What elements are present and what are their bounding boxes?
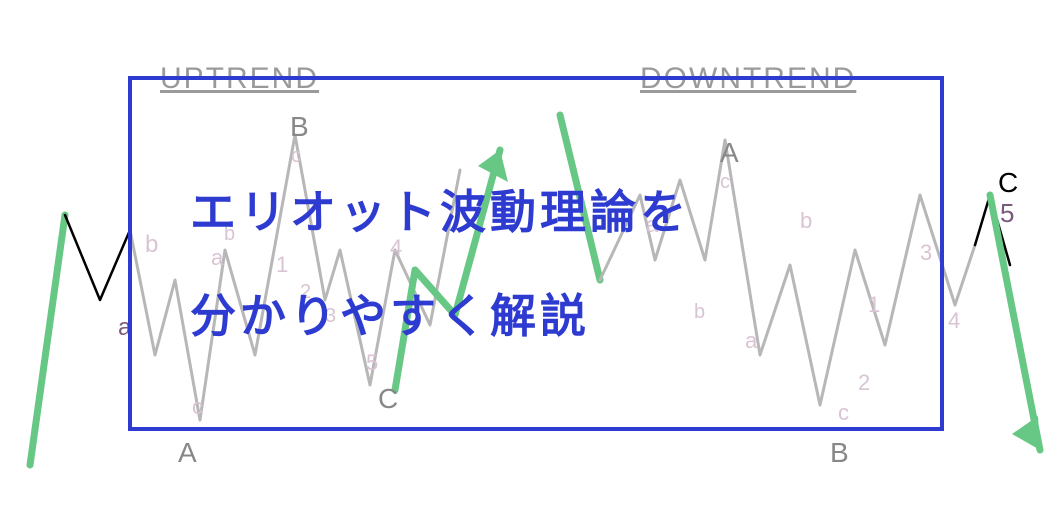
box-layer [0, 0, 1060, 517]
diagram-stage: abacAbBc12345CabAcabcB12345C UPTREND DOW… [0, 0, 1060, 517]
